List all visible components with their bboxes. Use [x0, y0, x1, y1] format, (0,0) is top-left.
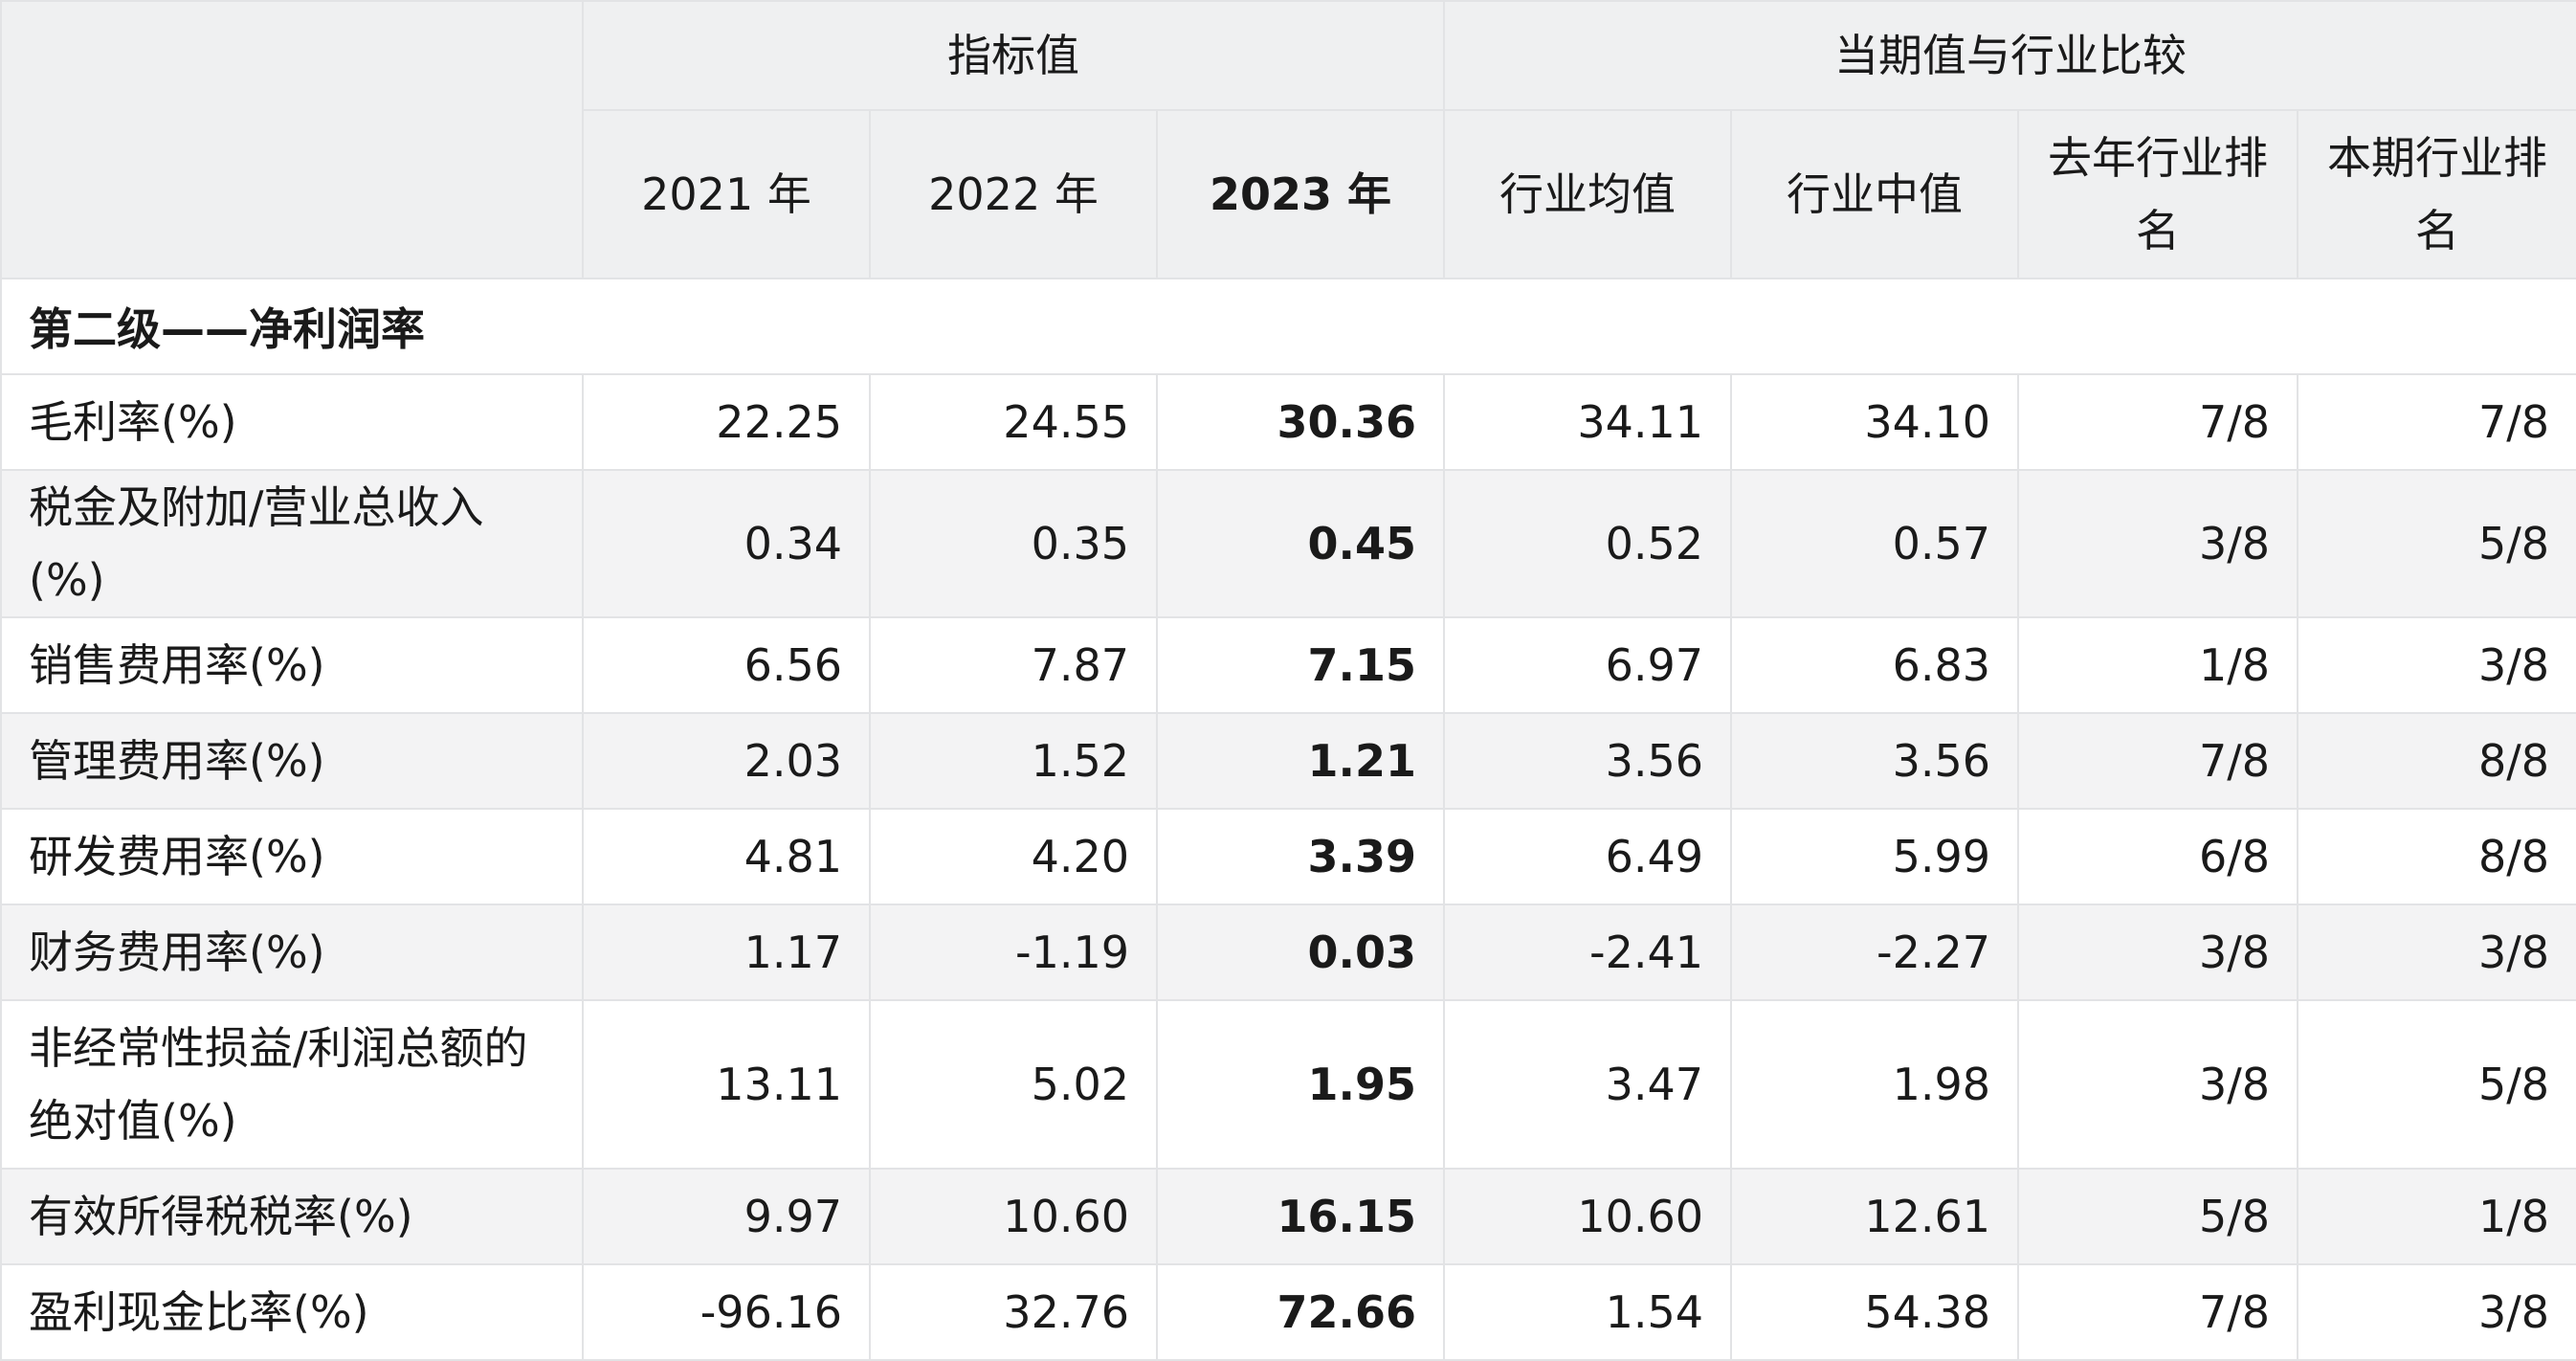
cell-2021: 6.56 [582, 616, 871, 714]
cell-last-year-rank: 5/8 [2017, 1168, 2299, 1265]
cell-last-year-rank: 6/8 [2017, 808, 2299, 905]
cell-2021: 4.81 [582, 808, 871, 905]
cell-2021: 9.97 [582, 1168, 871, 1265]
table-row: 税金及附加/营业总收入(%) 0.34 0.35 0.45 0.52 0.57 3/8 5/8 [0, 469, 2576, 618]
cell-last-year-rank: 7/8 [2017, 1263, 2299, 1361]
cell-2021: 2.03 [582, 712, 871, 810]
cell-2022: 0.35 [869, 469, 1158, 618]
cell-industry-mean: 0.52 [1443, 469, 1733, 618]
cell-2022: -1.19 [869, 904, 1158, 1001]
cell-2023: 30.36 [1155, 373, 1446, 471]
cell-last-year-rank: 3/8 [2017, 469, 2299, 618]
cell-industry-median: 1.98 [1730, 999, 2020, 1170]
cell-industry-median: 0.57 [1730, 469, 2020, 618]
cell-current-rank: 3/8 [2297, 616, 2576, 714]
cell-industry-mean: 6.49 [1443, 808, 1733, 905]
row-label: 毛利率(%) [0, 373, 584, 471]
cell-2022: 5.02 [869, 999, 1158, 1170]
cell-2021: 1.17 [582, 904, 871, 1001]
cell-2023: 7.15 [1155, 616, 1446, 714]
cell-2021: 13.11 [582, 999, 871, 1170]
table-row: 有效所得税税率(%) 9.97 10.60 16.15 10.60 12.61 5/8 1/8 [0, 1168, 2576, 1265]
cell-current-rank: 3/8 [2297, 904, 2576, 1001]
cell-industry-mean: 3.47 [1443, 999, 1733, 1170]
cell-industry-median: 6.83 [1730, 616, 2020, 714]
row-label: 税金及附加/营业总收入(%) [0, 469, 584, 618]
table-row: 销售费用率(%) 6.56 7.87 7.15 6.97 6.83 1/8 3/8 [0, 616, 2576, 714]
column-header-last-year-rank: 去年行业排名 [2017, 109, 2299, 279]
cell-2022: 32.76 [869, 1263, 1158, 1361]
table-row: 盈利现金比率(%) -96.16 32.76 72.66 1.54 54.38 7/8 3/8 [0, 1263, 2576, 1361]
cell-last-year-rank: 7/8 [2017, 712, 2299, 810]
column-header-2023: 2023 年 [1155, 109, 1446, 279]
header-group-row: 指标值 当期值与行业比较 [0, 0, 2576, 279]
row-label: 管理费用率(%) [0, 712, 584, 810]
column-header-industry-mean: 行业均值 [1443, 109, 1733, 279]
cell-industry-mean: 6.97 [1443, 616, 1733, 714]
cell-2021: 0.34 [582, 469, 871, 618]
header-group-indicator: 指标值 [581, 0, 1446, 111]
cell-current-rank: 8/8 [2297, 712, 2576, 810]
row-label: 非经常性损益/利润总额的绝对值(%) [0, 999, 584, 1170]
cell-last-year-rank: 3/8 [2017, 904, 2299, 1001]
cell-2022: 4.20 [869, 808, 1158, 905]
cell-2022: 7.87 [869, 616, 1158, 714]
cell-2023: 0.03 [1155, 904, 1446, 1001]
header-group-compare: 当期值与行业比较 [1443, 0, 2576, 111]
cell-2023: 1.95 [1155, 999, 1446, 1170]
cell-last-year-rank: 7/8 [2017, 373, 2299, 471]
cell-2023: 0.45 [1155, 469, 1446, 618]
cell-2021: -96.16 [582, 1263, 871, 1361]
cell-current-rank: 7/8 [2297, 373, 2576, 471]
cell-current-rank: 8/8 [2297, 808, 2576, 905]
row-label: 销售费用率(%) [0, 616, 584, 714]
table-body: 第二级——净利润率 [0, 278, 2576, 375]
table-row: 非经常性损益/利润总额的绝对值(%) 13.11 5.02 1.95 3.47 1.98 3… [0, 999, 2576, 1170]
header-columns-row: 2021 年 2022 年 2023 年 行业均值 行业中值 去年行业排名 本期… [1, 109, 2576, 279]
cell-industry-mean: 10.60 [1443, 1168, 1733, 1265]
cell-2023: 1.21 [1155, 712, 1446, 810]
cell-2021: 22.25 [582, 373, 871, 471]
cell-industry-median: 3.56 [1730, 712, 2020, 810]
cell-2022: 1.52 [869, 712, 1158, 810]
cell-last-year-rank: 1/8 [2017, 616, 2299, 714]
cell-2023: 16.15 [1155, 1168, 1446, 1265]
table-row: 管理费用率(%) 2.03 1.52 1.21 3.56 3.56 7/8 8/8 [0, 712, 2576, 810]
cell-last-year-rank: 3/8 [2017, 999, 2299, 1170]
cell-industry-median: 34.10 [1730, 373, 2020, 471]
section-row: 第二级——净利润率 [0, 278, 2576, 375]
table-row: 研发费用率(%) 4.81 4.20 3.39 6.49 5.99 6/8 8/8 [0, 808, 2576, 905]
cell-industry-median: 12.61 [1730, 1168, 2020, 1265]
table-row: 财务费用率(%) 1.17 -1.19 0.03 -2.41 -2.27 3/8 3/8 [0, 904, 2576, 1001]
cell-2023: 72.66 [1155, 1263, 1446, 1361]
row-label: 财务费用率(%) [0, 904, 584, 1001]
column-header-current-rank: 本期行业排名 [2297, 109, 2576, 279]
cell-industry-median: 5.99 [1730, 808, 2020, 905]
column-header-2021: 2021 年 [582, 109, 871, 279]
cell-current-rank: 5/8 [2297, 469, 2576, 618]
section-title: 第二级——净利润率 [0, 278, 2576, 375]
cell-industry-mean: 34.11 [1443, 373, 1733, 471]
column-header-industry-median: 行业中值 [1730, 109, 2020, 279]
cell-industry-mean: 3.56 [1443, 712, 1733, 810]
column-header-2022: 2022 年 [869, 109, 1158, 279]
cell-industry-mean: -2.41 [1443, 904, 1733, 1001]
cell-industry-mean: 1.54 [1443, 1263, 1733, 1361]
cell-2022: 24.55 [869, 373, 1158, 471]
row-label: 盈利现金比率(%) [0, 1263, 584, 1361]
data-rows: 毛利率(%) 22.25 24.55 30.36 34.11 34.10 7/8 7/8 税金及… [0, 373, 2576, 1361]
cell-current-rank: 1/8 [2297, 1168, 2576, 1265]
cell-current-rank: 3/8 [2297, 1263, 2576, 1361]
cell-industry-median: -2.27 [1730, 904, 2020, 1001]
cell-2022: 10.60 [869, 1168, 1158, 1265]
row-label: 研发费用率(%) [0, 808, 584, 905]
table-row: 毛利率(%) 22.25 24.55 30.36 34.11 34.10 7/8 7/8 [0, 373, 2576, 471]
cell-industry-median: 54.38 [1730, 1263, 2020, 1361]
cell-current-rank: 5/8 [2297, 999, 2576, 1170]
row-label: 有效所得税税率(%) [0, 1168, 584, 1265]
table-header: 指标值 当期值与行业比较 2021 年 2022 年 2023 年 行业均值 行… [0, 0, 2576, 279]
header-corner-cell [0, 0, 584, 279]
cell-2023: 3.39 [1155, 808, 1446, 905]
